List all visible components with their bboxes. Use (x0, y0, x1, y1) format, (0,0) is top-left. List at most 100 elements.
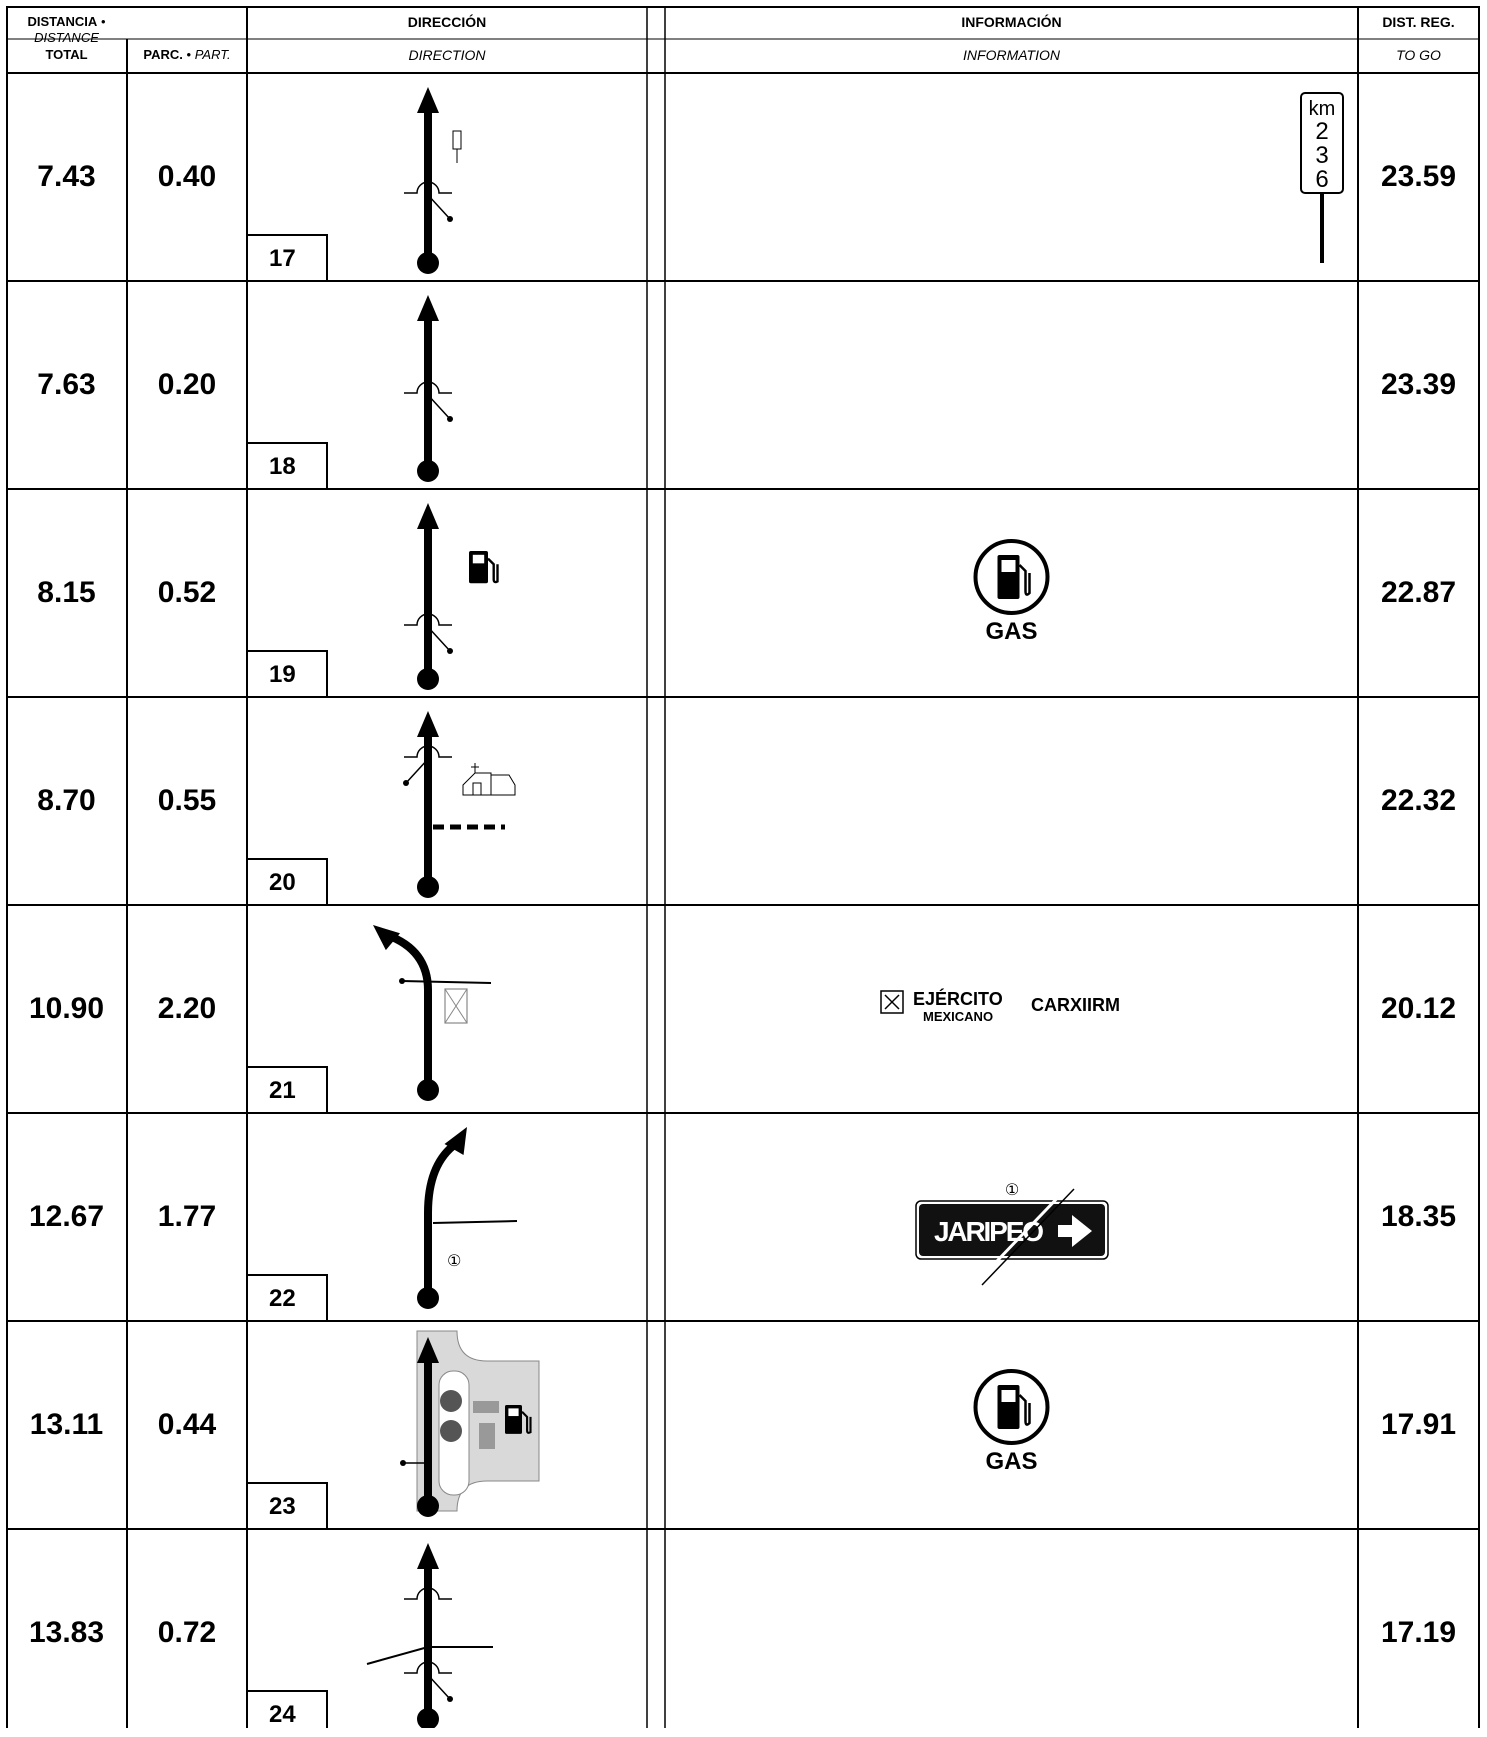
start-dot (417, 1079, 439, 1101)
gas-sign: GAS (973, 539, 1050, 645)
direction-diagram (404, 503, 499, 690)
bridge-symbol (404, 745, 452, 758)
arrow-head (417, 1337, 439, 1363)
side-track (427, 1674, 451, 1700)
building-cross-2 (444, 988, 468, 1024)
header-partial-en: PART. (194, 47, 231, 62)
total-distance: 13.83 (28, 1616, 105, 1649)
cross-road-diagonal (366, 1646, 429, 1665)
partial-distance: 0.40 (157, 160, 217, 193)
header-togo-es-label: DIST. REG. (1382, 14, 1455, 30)
header-partial-es: PARC. (143, 47, 183, 62)
km-digit: 6 (1315, 166, 1328, 193)
fuel-pump-icon (997, 1385, 1031, 1429)
partial-distance: 0.72 (157, 1616, 217, 1649)
start-dot (417, 1495, 439, 1517)
side-road-dot (400, 1460, 406, 1466)
side-track-dot (403, 780, 409, 786)
waypoint-number: 17 (269, 245, 296, 272)
start-dot (417, 460, 439, 482)
table-grid: km236GASEJÉRCITOMEXICANOCARXIIRM①①JARIPE… (6, 6, 1480, 1728)
waypoint-box (246, 234, 328, 282)
arrow-head (444, 1127, 467, 1156)
cross-road (432, 1220, 518, 1224)
partial-distance: 0.55 (157, 784, 217, 817)
arrow-head (417, 295, 439, 321)
header-information-en-label: INFORMATION (963, 47, 1060, 63)
army-text-3: CARXIIRM (1031, 995, 1120, 1015)
sign-text: JARIPEO (934, 1216, 1044, 1247)
waypoint-number: 18 (269, 453, 296, 480)
sign-body (919, 1204, 1105, 1256)
header-partial: PARC. • PART. (127, 47, 247, 63)
partial-distance: 0.52 (157, 576, 217, 609)
side-track-dot (447, 416, 453, 422)
side-track (427, 626, 451, 652)
waypoint-box (246, 442, 328, 490)
total-distance: 8.70 (37, 784, 96, 817)
arrow-head (417, 503, 439, 529)
waypoint-number: 21 (269, 1077, 296, 1104)
distance-to-go: 20.12 (1380, 992, 1457, 1025)
header-direction-en: DIRECTION (247, 47, 647, 63)
road-curve (385, 931, 432, 1090)
gas-sign: GAS (973, 1369, 1050, 1475)
distance-to-go: 17.91 (1380, 1408, 1457, 1441)
direction-diagram (403, 711, 516, 898)
fuel-pump-icon (505, 1405, 532, 1434)
header-distance-en: DISTANCE (34, 30, 99, 45)
right-arrow-icon (1058, 1215, 1092, 1247)
partial-distance: 2.20 (157, 992, 217, 1025)
header-total-label: TOTAL (45, 47, 88, 62)
header-information-es: INFORMACIÓN (665, 14, 1358, 30)
km-digit: 2 (1315, 118, 1328, 145)
distance-to-go: 23.39 (1380, 368, 1457, 401)
header-direction-es-label: DIRECCIÓN (407, 14, 487, 30)
start-dot (417, 252, 439, 274)
side-track-dot (447, 1696, 453, 1702)
arrow-head (417, 711, 439, 737)
header-togo-en: TO GO (1358, 47, 1479, 63)
jaripeo-sign: ① JARIPEO (915, 1180, 1109, 1287)
direction-diagram (400, 1330, 540, 1517)
waypoint-box (246, 1066, 328, 1114)
roadbook-table: km 2 3 6 GAS EJÉRCITO MEXICANO CARXIIRM ① ① JARIPE… (6, 6, 1480, 1728)
gas-label: GAS (985, 618, 1037, 645)
start-dot (417, 1708, 439, 1728)
side-track-dot (447, 216, 453, 222)
header-information-es-label: INFORMACIÓN (961, 14, 1062, 30)
direction-diagram (366, 1543, 493, 1728)
bridge-symbol (404, 1661, 452, 1674)
header-distance: DISTANCIA • DISTANCE (6, 14, 127, 46)
tree-icon-2 (440, 1420, 462, 1442)
direction-diagram (373, 925, 492, 1101)
cross-road-dot (399, 978, 405, 984)
arrow-head (373, 925, 400, 951)
header-information-en: INFORMATION (665, 47, 1358, 63)
partial-distance: 1.77 (157, 1200, 217, 1233)
army-text-2: MEXICANO (923, 1009, 993, 1024)
waypoint-number: 20 (269, 869, 296, 896)
building-block (473, 1401, 499, 1413)
direction-diagram (404, 295, 453, 482)
partial-distance: 0.44 (157, 1408, 217, 1441)
header-distance-es: DISTANCIA (27, 14, 98, 29)
church-icon (462, 763, 516, 796)
km-label: km (1309, 98, 1336, 120)
total-distance: 10.90 (28, 992, 105, 1025)
waypoint-box (246, 1482, 328, 1530)
waypoint-number: 19 (269, 661, 296, 688)
distance-to-go: 23.59 (1380, 160, 1457, 193)
header-togo-es: DIST. REG. (1358, 14, 1479, 30)
side-track-dot (447, 648, 453, 654)
information-cell: ① JARIPEO (915, 1180, 1109, 1287)
arrow-head (417, 87, 439, 113)
km-post-icon (452, 130, 462, 150)
header-direction-es: DIRECCIÓN (247, 14, 647, 30)
total-distance: 12.67 (28, 1200, 105, 1233)
distance-to-go: 22.32 (1380, 784, 1457, 817)
total-distance: 13.11 (29, 1408, 104, 1441)
km-digit: 3 (1315, 142, 1328, 169)
